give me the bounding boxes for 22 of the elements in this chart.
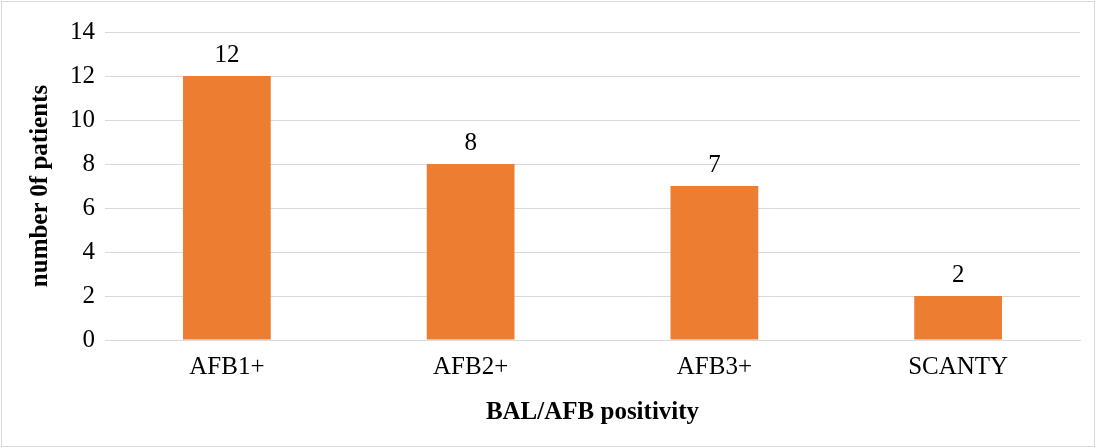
y-tick-label: 14	[70, 16, 96, 44]
y-tick-label: 0	[82, 324, 95, 352]
y-axis-title: number 0f patients	[25, 84, 53, 288]
y-tick-label: 10	[70, 104, 95, 132]
x-tick-label: AFB3+	[676, 351, 752, 379]
x-tick-label: SCANTY	[908, 351, 1009, 379]
y-tick-label: 2	[82, 280, 95, 308]
bar	[670, 186, 759, 340]
data-label: 2	[951, 260, 965, 288]
y-tick-label: 6	[82, 192, 95, 220]
y-tick-label: 12	[70, 60, 95, 88]
y-tick-label: 4	[82, 236, 96, 264]
data-label: 12	[214, 40, 240, 68]
bar	[914, 296, 1002, 340]
bar	[183, 76, 271, 340]
x-axis-title: BAL/AFB positivity	[485, 397, 700, 425]
data-label: 7	[708, 150, 721, 178]
data-label: 8	[464, 128, 477, 156]
x-tick-label: AFB2+	[433, 351, 509, 379]
x-tick-label: AFB1+	[189, 351, 265, 379]
bar	[426, 164, 515, 340]
y-tick-label: 8	[82, 148, 95, 176]
